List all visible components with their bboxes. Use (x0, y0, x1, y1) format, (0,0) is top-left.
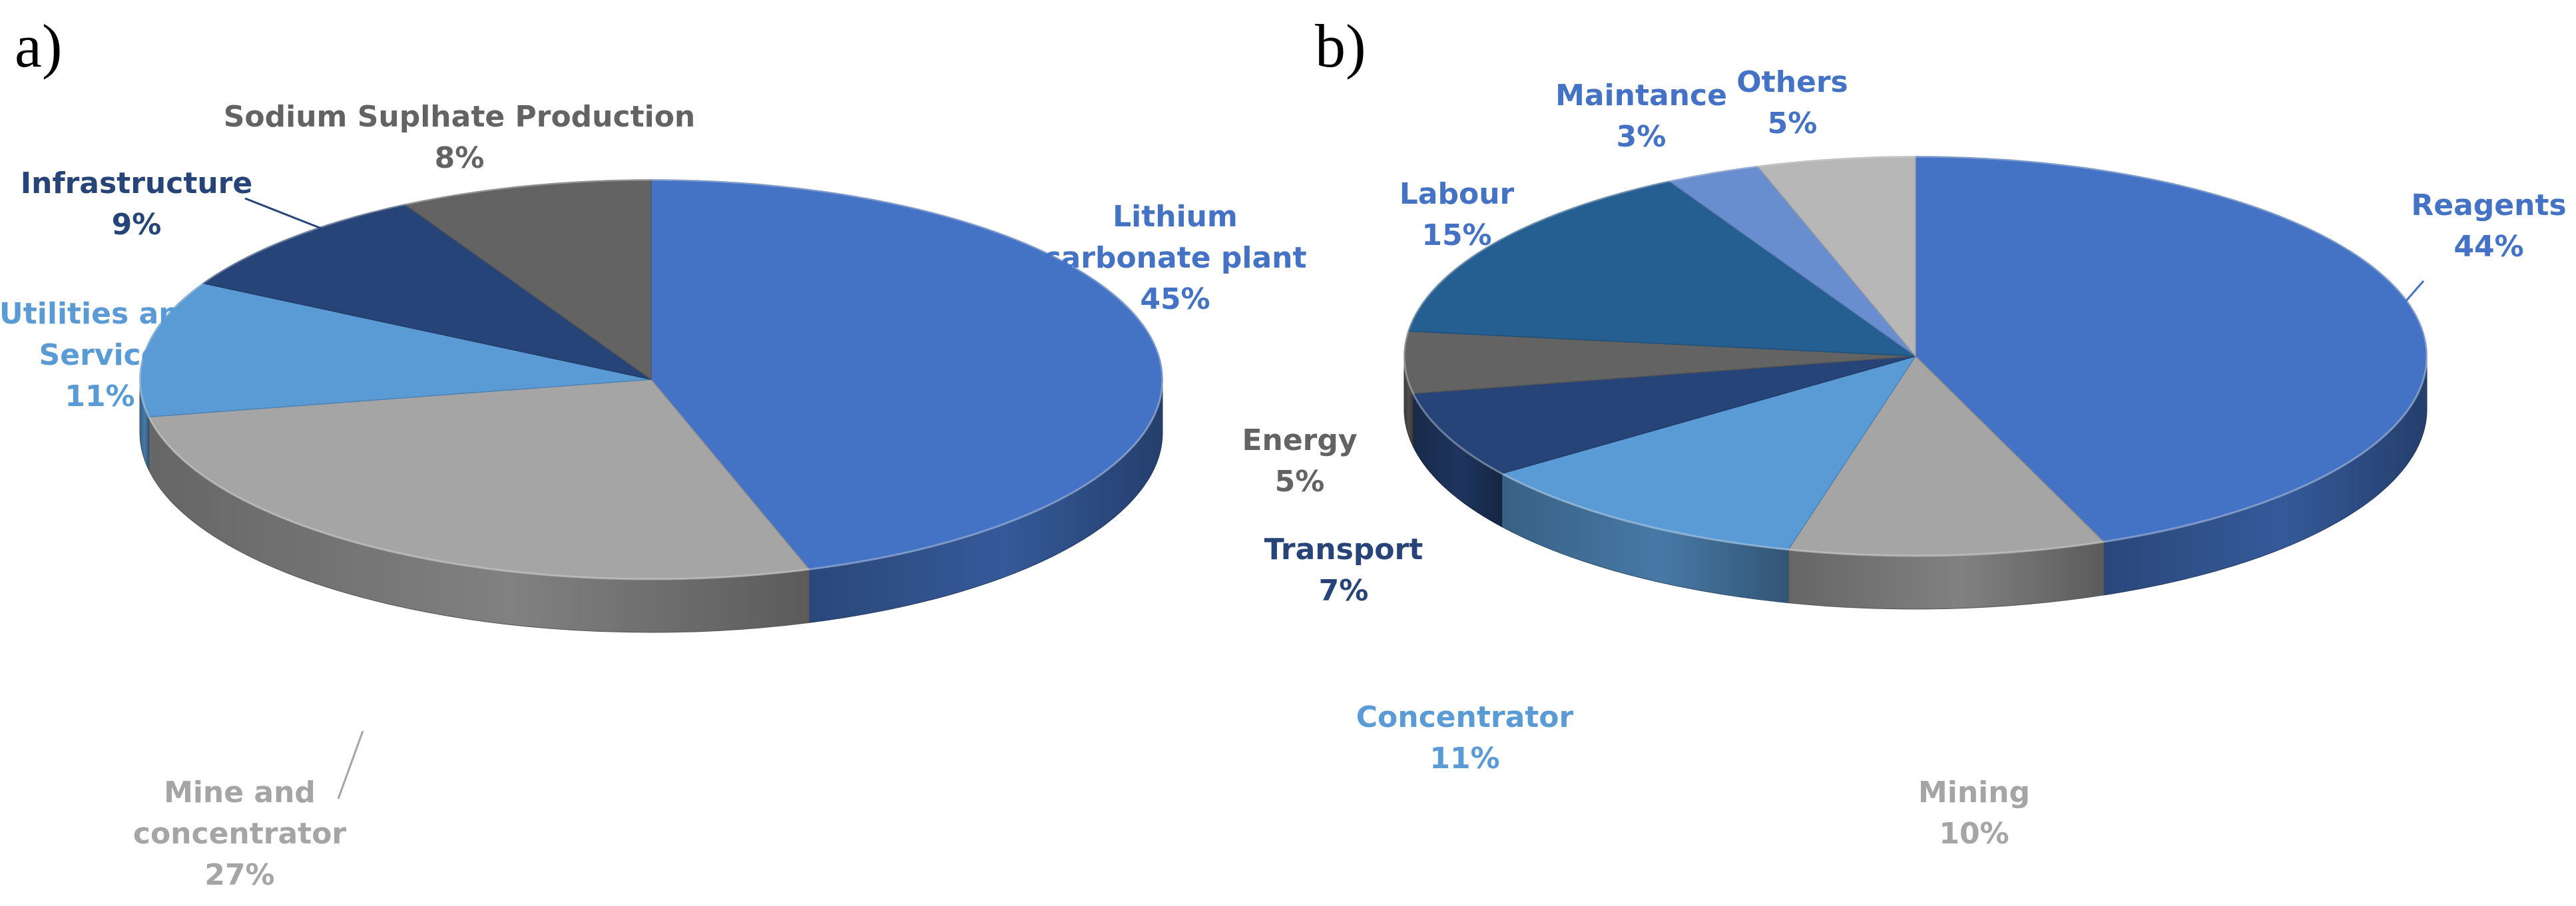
panel-label-b: b) (1315, 12, 1366, 80)
pie-b-value-5: 15% (1421, 218, 1491, 252)
pie-a-label-4-line-0: Sodium Suplhate Production (224, 100, 696, 134)
pie-b-slice-4 (1404, 330, 1916, 394)
pie-b-slice-7 (1756, 156, 1916, 358)
pie-a-label-0-line-1: carbonate plant (1043, 241, 1306, 275)
pie-b-slice-5 (1408, 180, 1918, 357)
pie-a-labels: Lithium carbonate plant 45% Mine and concent… (0, 100, 1307, 892)
pie-b-label-2-line-0: Concentrator (1356, 700, 1574, 734)
pie-b-side-walls (1404, 355, 2428, 610)
pie-b-value-2: 11% (1429, 742, 1499, 776)
pie-a-label-2-line-0: Utilities and (0, 297, 200, 331)
pie-a-slice-1 (148, 379, 810, 580)
pie-a-value-2: 11% (65, 379, 134, 413)
pie-a-leader-3 (244, 197, 334, 234)
pie-b-label-5-line-0: Labour (1400, 177, 1515, 211)
pie-b-value-4: 5% (1275, 465, 1325, 499)
pie-a-slice-2 (139, 282, 652, 417)
pie-a-slice-4 (403, 179, 652, 381)
pie-b-label-6-line-0: Maintance (1555, 79, 1727, 113)
pie-b-value-7: 5% (1768, 107, 1818, 140)
pie-a-value-4: 8% (435, 141, 485, 175)
pie-a-slice-0 (650, 179, 1163, 570)
pie-b-label-1-line-0: Mining (1918, 776, 2030, 809)
pie-a-rim (138, 178, 1164, 580)
pie-b-slices (1404, 156, 2428, 557)
pie-b-leader-0 (2394, 280, 2425, 314)
pie-b-value-6: 3% (1617, 120, 1667, 154)
pie-a-slice-3 (202, 204, 652, 380)
pie-b-slice-2 (1500, 355, 1917, 551)
pie-b-rim (1403, 155, 2428, 557)
pie-b-label-4-line-0: Energy (1242, 423, 1357, 457)
pie-b-slice-3 (1412, 355, 1916, 475)
pie-b-value-0: 44% (2453, 230, 2523, 264)
pie-b-value-3: 7% (1319, 574, 1369, 608)
pie-a-label-0-line-0: Lithium (1113, 200, 1238, 234)
panel-label-a: a) (15, 12, 62, 80)
pie-a-label-1-line-1: concentrator (133, 817, 347, 851)
pie-a-label-3-line-0: Infrastructure (21, 166, 252, 200)
pie-a-leader-1 (337, 730, 364, 799)
pie-a-label-2-line-1: Service (39, 338, 161, 372)
pie-chart-a: Lithium carbonate plant 45% Mine and concent… (0, 12, 1307, 892)
pie-a-value-0: 45% (1140, 282, 1210, 316)
pie-b-slice-0 (1915, 156, 2428, 543)
pie-a-value-1: 27% (204, 858, 274, 892)
pie-b-label-3-line-0: Transport (1264, 533, 1423, 566)
pie-b-slice-1 (1787, 355, 2105, 557)
pie-a-slices (139, 179, 1163, 580)
pie-b-labels: Reagents 44% Mining 10% Concentrator 11% Trans… (1242, 65, 2566, 851)
pie-b-value-1: 10% (1939, 817, 2009, 851)
pie-a-value-3: 9% (112, 208, 162, 242)
pie-a-label-1-line-0: Mine and (164, 776, 316, 809)
pie-b-label-7-line-0: Others (1736, 65, 1848, 99)
pie-b-label-0-line-0: Reagents (2411, 188, 2566, 222)
pie-chart-b: Reagents 44% Mining 10% Concentrator 11% Trans… (1242, 12, 2566, 851)
